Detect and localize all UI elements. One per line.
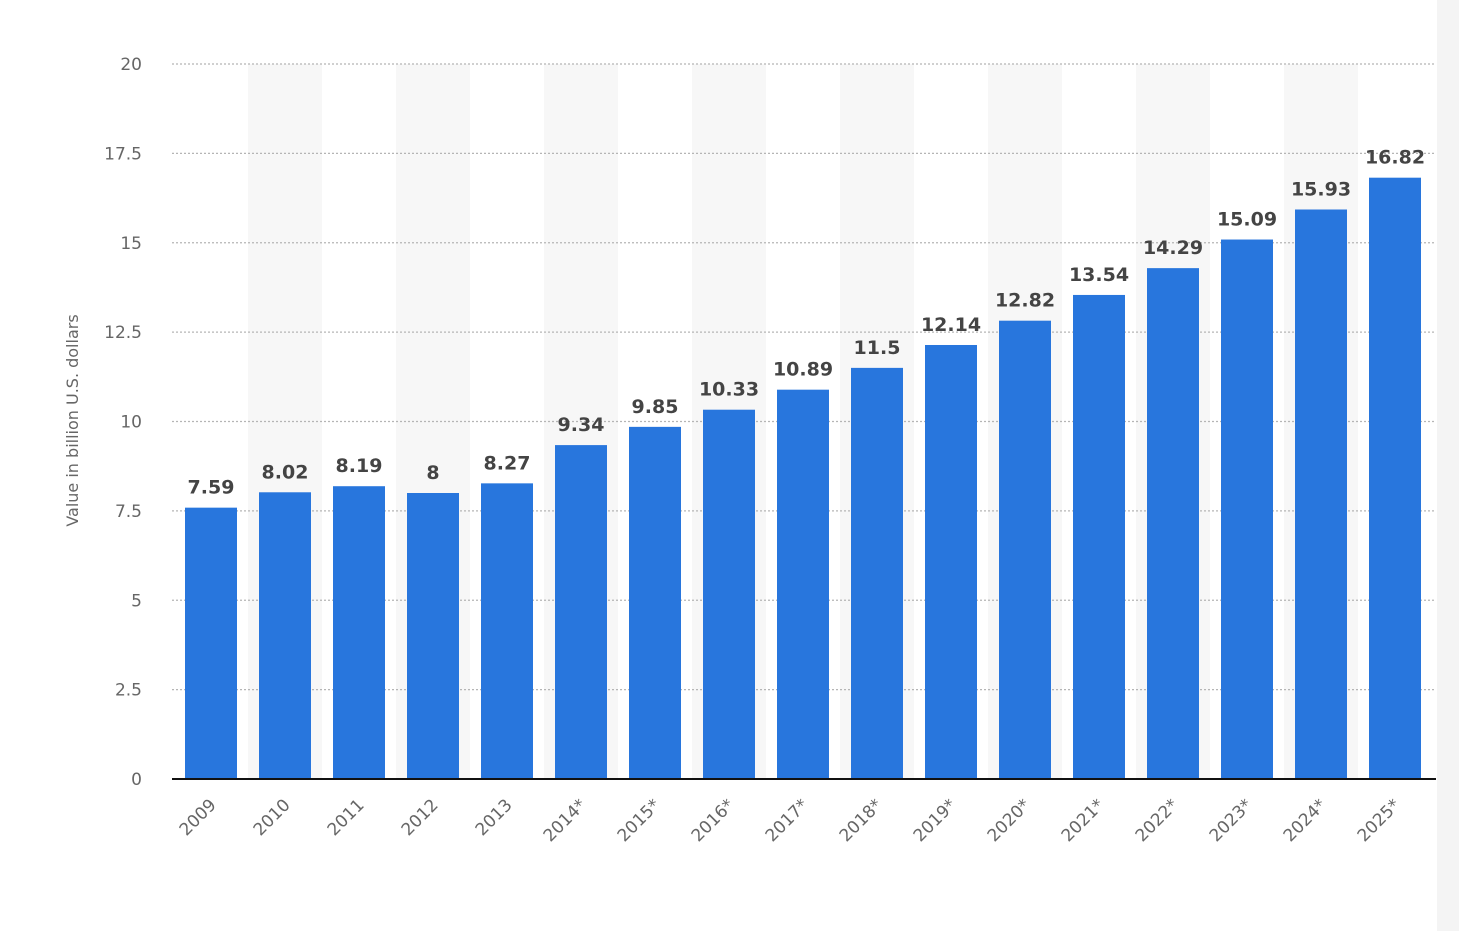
bar[interactable]: [259, 492, 311, 779]
y-tick-label: 7.5: [115, 502, 142, 522]
x-tick-label: 2016*: [688, 795, 739, 846]
x-tick-label: 2025*: [1354, 795, 1405, 846]
bar-value-label: 8.02: [262, 461, 309, 483]
bar-value-label: 10.89: [773, 359, 833, 381]
bar[interactable]: [1369, 177, 1421, 779]
bar-value-label: 8.19: [336, 455, 383, 477]
x-tick-label: 2023*: [1206, 795, 1257, 846]
bar[interactable]: [925, 344, 977, 779]
bar[interactable]: [1073, 294, 1125, 779]
bar-value-label: 10.33: [699, 379, 759, 401]
x-tick-label: 2021*: [1058, 795, 1109, 846]
x-tick-label: 2015*: [614, 795, 665, 846]
bar[interactable]: [629, 426, 681, 779]
bar-value-label: 15.09: [1217, 209, 1277, 231]
y-tick-label: 20: [120, 55, 142, 75]
x-tick-label: 2009: [176, 795, 221, 840]
y-tick-label: 5: [131, 591, 142, 611]
bar-value-label: 9.34: [558, 414, 605, 436]
bars: [185, 177, 1421, 780]
x-tick-label: 2018*: [836, 795, 887, 846]
bar[interactable]: [777, 389, 829, 779]
x-tick-label: 2020*: [984, 795, 1035, 846]
bar[interactable]: [851, 367, 903, 779]
bar-value-label: 9.85: [632, 396, 679, 418]
bar-value-label: 15.93: [1291, 179, 1351, 201]
y-axis-title: Value in billion U.S. dollars: [63, 314, 82, 526]
x-axis-ticks: 2009 2010 2011 2012 2013 2014* 2015* 2016* 2017*…: [176, 795, 1405, 846]
y-tick-label: 12.5: [104, 323, 142, 343]
bar[interactable]: [555, 445, 607, 779]
bar[interactable]: [999, 320, 1051, 779]
x-tick-label: 2024*: [1280, 795, 1331, 846]
y-tick-label: 10: [120, 413, 142, 433]
bar[interactable]: [407, 493, 459, 779]
x-tick-label: 2012: [398, 795, 443, 840]
x-tick-label: 2011: [324, 795, 369, 840]
x-tick-label: 2019*: [910, 795, 961, 846]
bar[interactable]: [1221, 239, 1273, 780]
y-tick-label: 0: [131, 770, 142, 790]
bar[interactable]: [703, 409, 755, 779]
bar[interactable]: [1295, 209, 1347, 779]
y-axis-ticks: 0 2.5 5 7.5 10 12.5 15 17.5 20: [104, 55, 142, 790]
bar-value-label: 8: [426, 462, 439, 484]
bar-value-label: 12.14: [921, 314, 981, 336]
bar[interactable]: [333, 486, 385, 779]
bar-value-label: 13.54: [1069, 264, 1129, 286]
bar[interactable]: [185, 507, 237, 779]
y-tick-label: 2.5: [115, 681, 142, 701]
bar-value-label: 8.27: [484, 452, 531, 474]
x-tick-label: 2010: [250, 795, 295, 840]
bar-value-label: 14.29: [1143, 237, 1203, 259]
bar-value-label: 16.82: [1365, 147, 1425, 169]
y-tick-label: 15: [120, 234, 142, 254]
bar-value-label: 7.59: [188, 477, 235, 499]
bar-value-label: 11.5: [854, 337, 901, 359]
bar[interactable]: [1147, 268, 1199, 779]
x-tick-label: 2013: [472, 795, 517, 840]
x-tick-label: 2022*: [1132, 795, 1183, 846]
value-labels: 7.59 8.02 8.19 8 8.27 9.34 9.85 10.33 10.89 11.5 1…: [188, 147, 1426, 499]
x-tick-label: 2017*: [762, 795, 813, 846]
bar-value-label: 12.82: [995, 290, 1055, 312]
x-tick-label: 2014*: [540, 795, 591, 846]
scroll-edge: [1437, 0, 1459, 931]
bar[interactable]: [481, 483, 533, 779]
y-tick-label: 17.5: [104, 144, 142, 164]
